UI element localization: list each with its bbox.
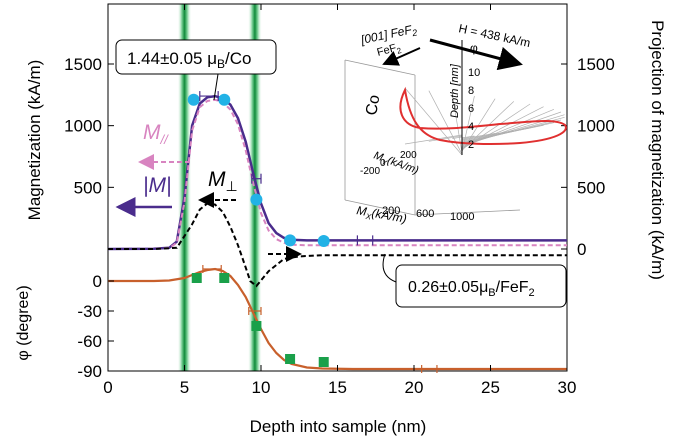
phi-error-bar bbox=[202, 265, 222, 273]
inset-depth-tick: 8 bbox=[468, 85, 474, 97]
inset-grid bbox=[344, 59, 521, 216]
phi-error-bar bbox=[421, 365, 438, 373]
inset-fan-line bbox=[461, 135, 475, 139]
inset-my-tick: 200 bbox=[400, 150, 417, 161]
series-line-0 bbox=[107, 94, 567, 251]
svg-text:1.44±0.05 μB/Co: 1.44±0.05 μB/Co bbox=[127, 49, 252, 71]
phi-point bbox=[285, 354, 296, 364]
fef2-moment-value: 0.26±0.05μ bbox=[408, 279, 488, 296]
inset-mx-label: MX(kA/m) bbox=[355, 203, 408, 228]
y-tick-label: 500 bbox=[74, 178, 102, 197]
y2-tick-label: 500 bbox=[577, 178, 605, 197]
y2-tick-label: 1500 bbox=[577, 55, 615, 74]
inset-depth-tick: 10 bbox=[468, 67, 480, 79]
inset-fan-line bbox=[461, 114, 565, 146]
inset-depth-tick: 6 bbox=[468, 103, 474, 115]
magnetization-error-bar bbox=[356, 235, 374, 246]
phi-point bbox=[219, 273, 230, 283]
x-tick-label: 15 bbox=[328, 378, 347, 397]
phi-point bbox=[251, 321, 262, 331]
phi-tick-label: -30 bbox=[77, 302, 102, 321]
fef2-moment-sub2: 2 bbox=[529, 287, 535, 299]
x-tick-label: 5 bbox=[180, 378, 189, 397]
magnetization-point bbox=[218, 93, 231, 106]
inset-co-label: Co bbox=[363, 94, 383, 117]
inset-fan-lines bbox=[404, 87, 565, 156]
inset-fef2-label: FeF2 bbox=[376, 41, 403, 61]
magnetization-panel bbox=[107, 91, 567, 288]
x-tick-label: 10 bbox=[252, 378, 271, 397]
x-tick-label: 25 bbox=[481, 378, 500, 397]
x-tick-label: 30 bbox=[558, 378, 577, 397]
inset-depth-tick: 2 bbox=[468, 139, 474, 151]
co-moment-unit: /Co bbox=[225, 49, 251, 68]
inset-my-tick: -200 bbox=[360, 166, 380, 177]
inset-field-arrow bbox=[429, 38, 523, 71]
interface-band-1 bbox=[247, 4, 262, 371]
axis-ticks: 0 5 10 15 20 25 30500100015000500100015000-30-… bbox=[64, 4, 615, 397]
phi-fit-line bbox=[108, 267, 567, 371]
phi-error-bar bbox=[248, 307, 262, 315]
y-axis-label-magnetization: Magnetization (kA/m) bbox=[25, 60, 44, 221]
inset-fan-line bbox=[404, 134, 463, 145]
series-line-1 bbox=[107, 98, 567, 250]
magnetization-error-bar bbox=[251, 173, 262, 184]
magnetization-point bbox=[250, 193, 263, 206]
phi-panel bbox=[108, 265, 567, 373]
inset-my-tick: 0 bbox=[380, 158, 386, 169]
x-tick-label: 0 bbox=[103, 378, 112, 397]
svg-text:0.26±0.05μB/FeF2: 0.26±0.05μB/FeF2 bbox=[408, 279, 535, 299]
inset-mx-tick: 200 bbox=[382, 205, 400, 217]
y-tick-label: 1000 bbox=[64, 117, 102, 136]
y2-tick-label: 0 bbox=[577, 240, 586, 259]
co-moment-sub: B bbox=[217, 57, 225, 71]
x-axis-label: Depth into sample (nm) bbox=[250, 417, 427, 436]
y2-axis-label-projection: Projection of magnetization (kA/m) bbox=[648, 20, 667, 280]
fef2-moment-unit: /FeF bbox=[496, 279, 529, 296]
inset-outline bbox=[399, 86, 567, 145]
magnetization-point bbox=[187, 93, 200, 106]
magnetization-point bbox=[317, 234, 330, 247]
inset-fan-line bbox=[461, 132, 496, 140]
inset-fan-line bbox=[461, 127, 531, 142]
x-tick-label: 20 bbox=[405, 378, 424, 397]
inset-phi-label: φ bbox=[470, 41, 478, 55]
inset-depth-tick: 4 bbox=[468, 121, 474, 133]
inset-field-label: H = 438 kA/m bbox=[457, 21, 531, 50]
y-axis-label-phi: φ (degree) bbox=[15, 285, 32, 360]
y2-tick-label: 1000 bbox=[577, 117, 615, 136]
inset-3d-plot: [001] FeF2 H = 438 kA/m FeF2 Co Depth [n… bbox=[344, 21, 567, 228]
inset-fan-line bbox=[404, 87, 463, 156]
svg-text:|M|: |M| bbox=[143, 174, 171, 197]
inset-my-ticks: 200 0-200 bbox=[360, 150, 417, 177]
inset-fan-line bbox=[461, 130, 514, 141]
inset-depth-ticks: 10 8 6 4 2 bbox=[468, 67, 480, 151]
label-m-par: M// bbox=[138, 121, 190, 170]
label-m-total: |M| bbox=[115, 174, 172, 217]
label-m-perp: M⊥ bbox=[198, 168, 302, 262]
phi-tick-label: 0 bbox=[93, 272, 102, 291]
co-moment-value: 1.44±0.05 μ bbox=[127, 49, 217, 68]
y-tick-label: 1500 bbox=[64, 55, 102, 74]
inset-fan-line bbox=[452, 136, 463, 140]
svg-text:M⊥: M⊥ bbox=[208, 168, 238, 194]
inset-mx-ticks: 200 600 1000 bbox=[382, 205, 474, 223]
phi-tick-label: -60 bbox=[77, 332, 102, 351]
annotation-co-moment: 1.44±0.05 μB/Co bbox=[115, 39, 277, 101]
fef2-moment-sub: B bbox=[488, 287, 495, 299]
phi-tick-label: -90 bbox=[77, 362, 102, 381]
series-line-2 bbox=[108, 202, 567, 288]
inset-fan-line bbox=[428, 135, 463, 142]
inset-depth-label: Depth [nm] bbox=[449, 63, 461, 118]
annotation-fef2-moment: 0.26±0.05μB/FeF2 bbox=[382, 253, 567, 308]
magnetization-point bbox=[284, 234, 297, 247]
phi-point bbox=[191, 273, 202, 283]
phi-point bbox=[318, 357, 329, 367]
inset-mx-tick: 1000 bbox=[450, 211, 474, 223]
inset-mx-tick: 600 bbox=[416, 208, 434, 220]
inset-fef2-arrow bbox=[382, 47, 421, 66]
svg-text:M//: M// bbox=[143, 121, 169, 147]
